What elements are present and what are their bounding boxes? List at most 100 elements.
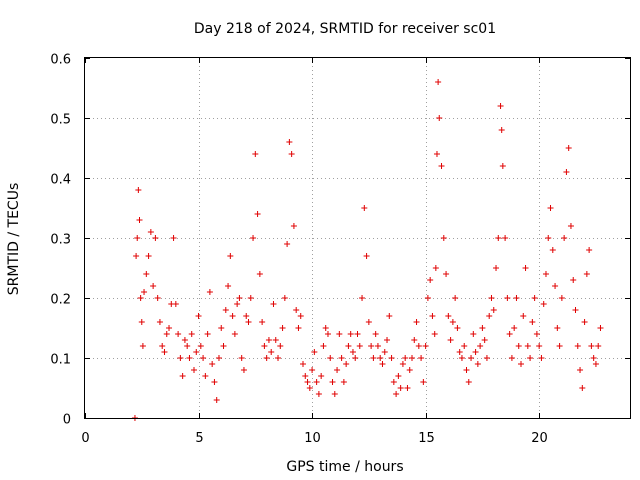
data-point [200,355,207,361]
data-point [137,295,144,301]
data-point [449,319,456,325]
data-point [413,319,420,325]
data-point [595,343,602,349]
data-point [309,367,316,373]
data-point [154,295,161,301]
data-point [136,217,143,223]
data-point [454,325,461,331]
data-point [558,295,565,301]
data-point [461,343,468,349]
data-point [381,349,388,355]
data-point [172,301,179,307]
data-point [354,331,361,337]
data-point [438,163,445,169]
data-point [186,355,193,361]
data-point [229,313,236,319]
data-point [452,295,459,301]
data-point [315,391,322,397]
data-point [177,355,184,361]
data-point [254,211,261,217]
data-point [133,253,140,259]
data-point [138,319,145,325]
data-point [139,343,146,349]
data-point [202,373,209,379]
y-tick-label: 0.1 [50,353,71,368]
data-point [193,349,200,355]
data-point [443,271,450,277]
data-point [513,295,520,301]
data-point [234,301,241,307]
data-point [345,343,352,349]
data-point [542,271,549,277]
data-point [197,343,204,349]
data-point [488,295,495,301]
data-point [368,343,375,349]
y-tick-label: 0.2 [50,293,71,308]
data-point [415,343,422,349]
data-point [483,355,490,361]
data-point [556,343,563,349]
data-point [538,355,545,361]
data-point [361,205,368,211]
data-point [181,337,188,343]
data-point [406,367,413,373]
data-point [552,283,559,289]
data-point [504,295,511,301]
data-point [386,313,393,319]
data-point [277,343,284,349]
data-point [447,337,454,343]
data-point [134,235,141,241]
data-point [540,301,547,307]
data-point [502,235,509,241]
data-point [311,349,318,355]
data-point [390,379,397,385]
data-point [384,337,391,343]
data-point [204,331,211,337]
data-point [531,295,538,301]
data-point [529,319,536,325]
data-point [286,139,293,145]
data-point [147,229,154,235]
data-point [456,349,463,355]
data-point [404,385,411,391]
data-point [225,283,232,289]
data-point [263,355,270,361]
data-point [334,367,341,373]
data-point [236,295,243,301]
data-point [567,223,574,229]
data-point [188,331,195,337]
data-point [259,319,266,325]
data-point [166,325,173,331]
chart-title: Day 218 of 2024, SRMTID for receiver sc0… [194,21,496,37]
data-point [495,235,502,241]
data-point [474,361,481,367]
data-point [374,343,381,349]
data-point [191,367,197,373]
data-point [347,331,354,337]
data-point [597,325,604,331]
data-point [402,355,409,361]
data-point [533,331,540,337]
x-tick-label: 10 [304,431,321,446]
data-point [270,301,277,307]
data-point [290,223,297,229]
data-point [256,271,263,277]
data-point [493,265,500,271]
data-point [213,397,220,403]
data-point [499,163,506,169]
data-point [511,325,518,331]
data-point [477,343,484,349]
y-tick-label: 0.3 [50,233,71,248]
data-point [468,355,475,361]
data-point [572,307,579,313]
data-point [302,373,309,379]
data-point [184,343,191,349]
y-axis-label: SRMTID / TECUs [6,183,22,296]
data-point [304,379,311,385]
x-tick-label: 15 [418,431,435,446]
data-point [245,319,252,325]
data-point [497,103,504,109]
data-point [222,307,229,313]
data-point [561,235,568,241]
data-point [440,235,447,241]
